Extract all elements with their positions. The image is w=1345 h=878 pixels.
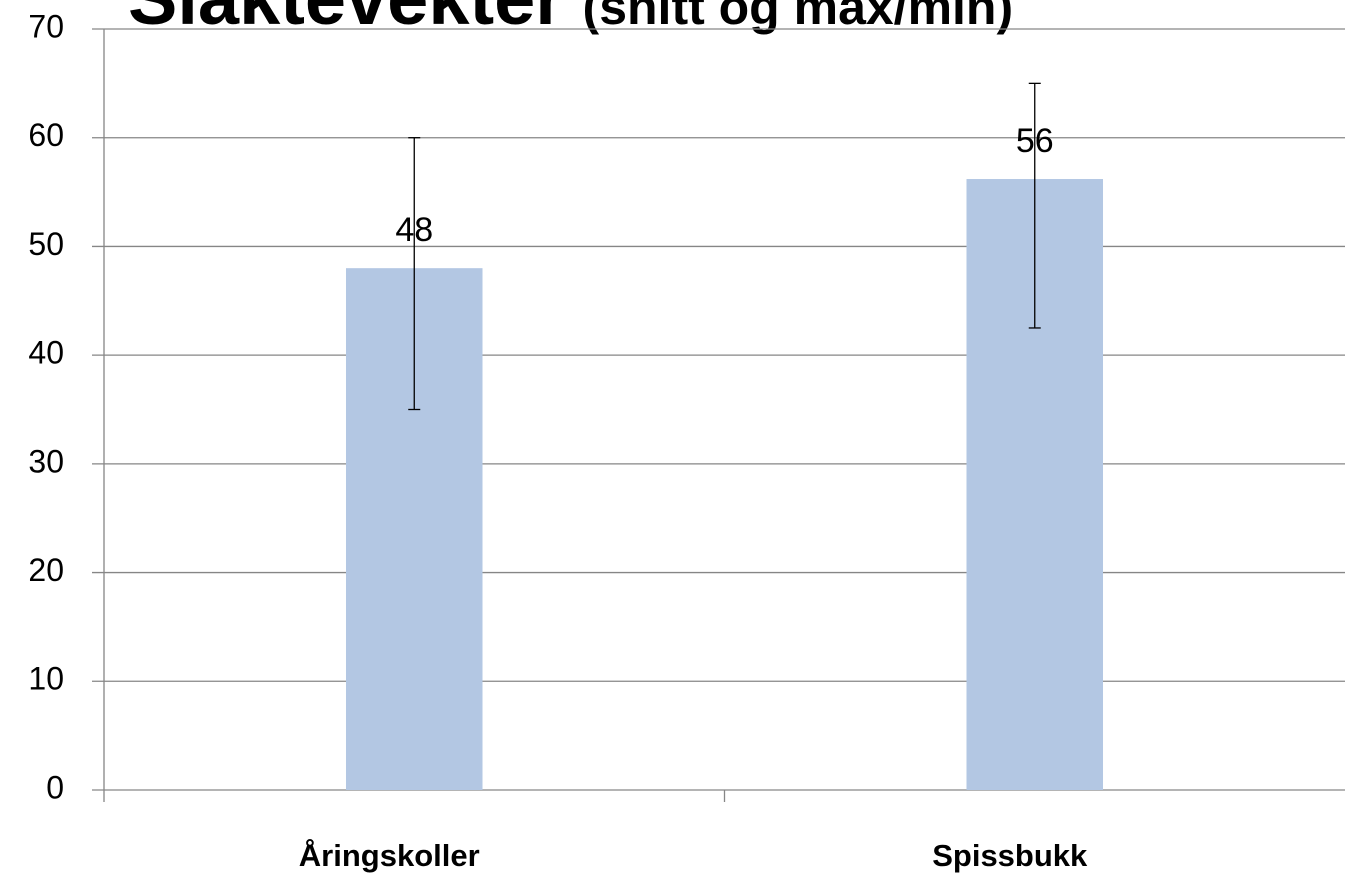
chart-title: Slaktevekter (snitt og max/min) (128, 0, 1013, 40)
y-tick-label: 70 (28, 8, 64, 44)
title-sub: (snitt og max/min) (583, 0, 1014, 35)
y-tick-label: 20 (28, 552, 64, 588)
y-tick-label: 50 (28, 226, 64, 262)
x-tick-label: Åringskoller (299, 838, 480, 873)
x-tick-label: Spissbukk (932, 838, 1088, 873)
y-tick-label: 10 (28, 661, 64, 697)
y-tick-label: 60 (28, 117, 64, 153)
data-label: 56 (1016, 122, 1054, 160)
data-label: 48 (395, 211, 433, 249)
y-tick-label: 30 (28, 443, 64, 479)
title-main: Slaktevekter (128, 0, 564, 40)
y-tick-label: 0 (46, 769, 64, 805)
y-tick-label: 40 (28, 335, 64, 371)
